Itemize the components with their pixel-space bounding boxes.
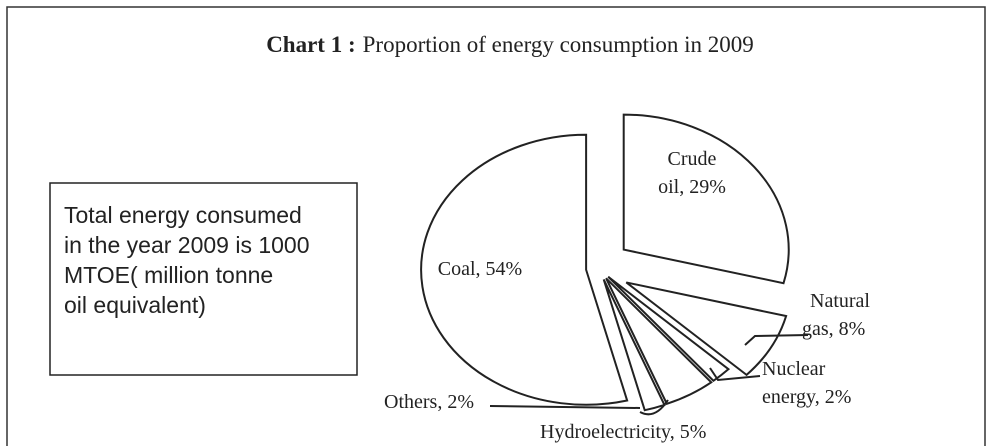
pie-slice (420, 133, 629, 406)
pie-slice (622, 113, 790, 285)
slice-label: energy, 2% (762, 386, 851, 408)
slice-label: gas, 8% (802, 318, 865, 340)
annotation-line: in the year 2009 is 1000 (64, 232, 310, 258)
annotation-box (49, 182, 358, 376)
leader-line (489, 405, 641, 409)
slice-label: Coal, 54% (438, 258, 522, 280)
pie-slice (625, 281, 788, 377)
leader-line (639, 399, 669, 416)
leader-line (744, 334, 809, 346)
chart-label: Chart 1 : (266, 32, 355, 57)
frame (6, 6, 986, 446)
slice-label: Nuclear (762, 358, 826, 380)
annotation-line: Total energy consumed (64, 202, 302, 228)
pie-slice (605, 277, 713, 406)
slice-label: Hydroelectricity, 5% (540, 421, 706, 443)
annotation-line: oil equivalent) (64, 292, 206, 318)
slice-label: oil, 29% (658, 176, 726, 198)
title-text: Proportion of energy consumption in 2009 (363, 32, 754, 57)
annotation-line: MTOE( million tonne (64, 262, 273, 288)
chart-title: Chart 1 : Proportion of energy consumptio… (266, 32, 754, 57)
slice-label: Others, 2% (384, 391, 474, 413)
slice-label: Crude (668, 148, 717, 170)
pie-slice (607, 275, 731, 383)
slice-label: Natural (810, 290, 870, 312)
leader-line (709, 367, 761, 382)
